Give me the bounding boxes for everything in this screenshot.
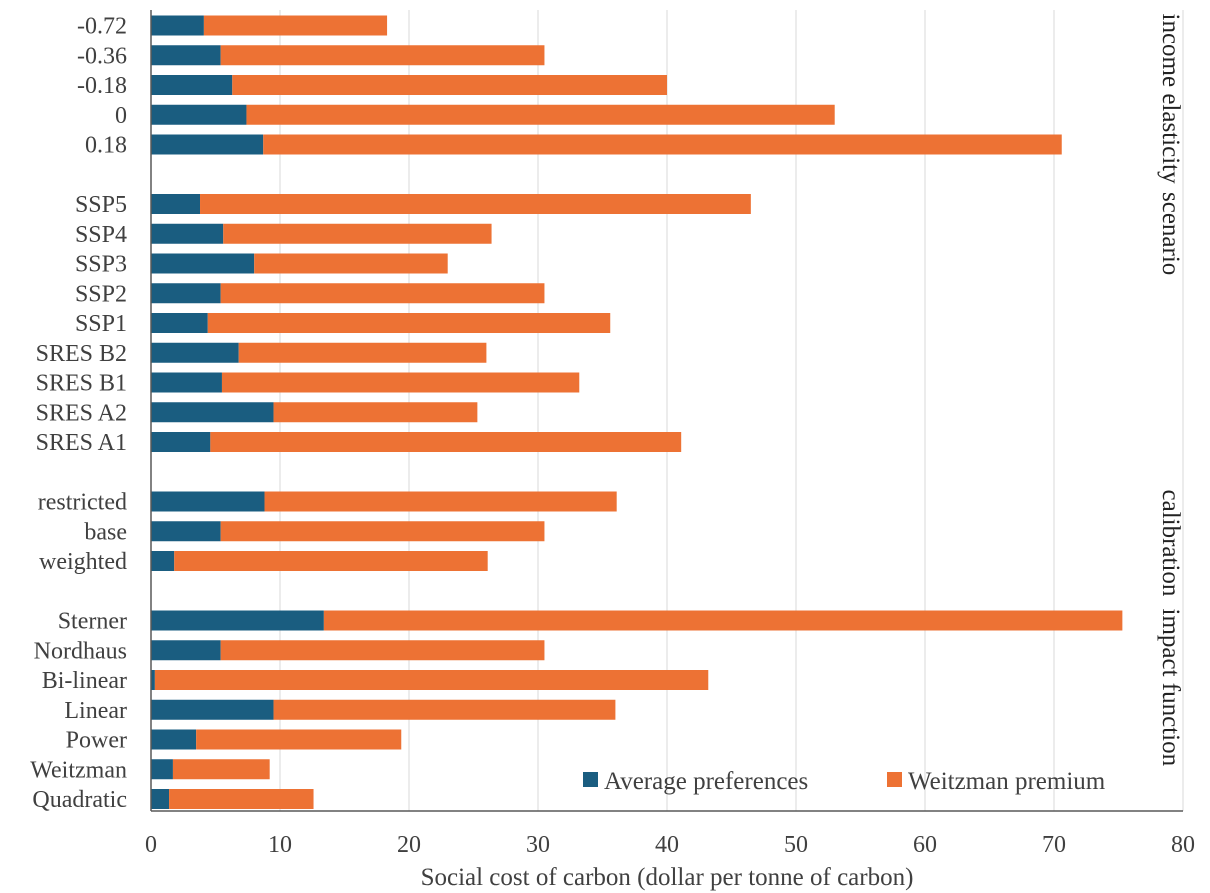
category-label-ssp3: SSP3 — [75, 252, 127, 278]
bar-average-preferences-0-18 — [151, 134, 264, 155]
category-label-ssp5: SSP5 — [75, 192, 127, 218]
bar-weitzman-premium-quadratic — [169, 789, 314, 809]
x-tick-label: 70 — [1042, 832, 1066, 858]
category-label-weitzman: Weitzman — [30, 757, 127, 783]
bar-weitzman-premium-ssp5 — [200, 194, 751, 214]
category-label-bi-linear: Bi-linear — [42, 668, 127, 694]
legend: Average preferences Weitzman premium — [583, 768, 1106, 795]
bar-average-preferences-restricted — [151, 491, 265, 512]
category-label-sres-a1: SRES A1 — [36, 430, 127, 456]
group-label-scenario: scenario — [1157, 192, 1184, 275]
category-label-linear: Linear — [64, 698, 127, 724]
bar-average-preferences-ssp2 — [151, 283, 221, 304]
bar-weitzman-premium-ssp2 — [220, 283, 545, 304]
bar-average-preferences-0-36 — [151, 45, 221, 66]
category-label-power: Power — [66, 728, 127, 754]
x-tick-label: 60 — [913, 832, 937, 858]
bar-average-preferences-0 — [151, 104, 247, 125]
category-label-0: 0 — [115, 103, 127, 129]
bar-average-preferences-ssp5 — [151, 194, 201, 214]
bar-weitzman-premium-weitzman — [172, 759, 270, 780]
bar-average-preferences-sres-b1 — [151, 372, 222, 393]
bar-average-preferences-power — [151, 729, 197, 750]
group-labels: income elasticity scenario calibration impa… — [1157, 14, 1184, 767]
bar-weitzman-premium-sres-a1 — [210, 432, 682, 452]
bar-weitzman-premium-restricted — [264, 491, 617, 512]
category-label-sres-a2: SRES A2 — [36, 400, 127, 426]
bar-average-preferences-ssp1 — [151, 313, 208, 333]
group-label-income-elasticity: income elasticity — [1157, 14, 1184, 185]
bar-average-preferences-quadratic — [151, 789, 170, 809]
category-label-sres-b1: SRES B1 — [36, 371, 127, 397]
bar-average-preferences-linear — [151, 699, 274, 720]
legend-swatch-average-preferences — [583, 772, 598, 787]
category-label-0-36: -0.36 — [77, 43, 127, 69]
bar-weitzman-premium-0 — [246, 104, 835, 125]
x-axis-title: Social cost of carbon (dollar per tonne … — [421, 864, 914, 891]
bar-weitzman-premium-sres-b1 — [221, 372, 580, 393]
category-label-ssp1: SSP1 — [75, 311, 127, 337]
bar-weitzman-premium-sres-b2 — [238, 342, 487, 363]
group-label-impact-function: impact function — [1157, 609, 1184, 767]
bar-average-preferences-ssp3 — [151, 253, 255, 274]
bar-average-preferences-sres-a2 — [151, 402, 274, 423]
legend-label-weitzman-premium: Weitzman premium — [908, 768, 1106, 795]
bar-average-preferences-nordhaus — [151, 640, 221, 661]
category-label-0-18: -0.18 — [77, 73, 127, 99]
bar-average-preferences-ssp4 — [151, 223, 224, 244]
category-label-weighted: weighted — [39, 549, 127, 575]
bar-weitzman-premium-ssp3 — [254, 253, 448, 274]
bar-average-preferences-0-18 — [151, 75, 233, 95]
bar-weitzman-premium-power — [196, 729, 402, 750]
bar-average-preferences-0-72 — [151, 15, 204, 36]
bar-average-preferences-sres-a1 — [151, 432, 211, 452]
bar-weitzman-premium-0-18 — [263, 134, 1062, 155]
bar-weitzman-premium-ssp4 — [223, 223, 492, 244]
bar-weitzman-premium-0-36 — [220, 45, 545, 66]
bar-average-preferences-sterner — [151, 610, 324, 631]
legend-swatch-weitzman-premium — [887, 772, 902, 787]
bar-weitzman-premium-0-18 — [232, 75, 667, 95]
bar-average-preferences-weitzman — [151, 759, 173, 780]
category-label-quadratic: Quadratic — [32, 787, 127, 813]
x-tick-label: 50 — [784, 832, 808, 858]
bars — [151, 15, 1123, 809]
category-label-ssp2: SSP2 — [75, 281, 127, 307]
x-tick-label: 30 — [526, 832, 550, 858]
x-tick-label: 80 — [1171, 832, 1195, 858]
bar-weitzman-premium-weighted — [174, 551, 488, 571]
bar-weitzman-premium-linear — [273, 699, 616, 720]
bar-weitzman-premium-0-72 — [203, 15, 388, 36]
bar-weitzman-premium-base — [220, 521, 545, 542]
category-label-sres-b2: SRES B2 — [36, 341, 127, 367]
category-label-sterner: Sterner — [58, 609, 127, 635]
group-label-calibration: calibration — [1157, 490, 1184, 597]
category-label-ssp4: SSP4 — [75, 222, 127, 248]
x-tick-label: 20 — [397, 832, 421, 858]
bar-weitzman-premium-sterner — [323, 610, 1123, 631]
x-tick-label: 40 — [655, 832, 679, 858]
bar-weitzman-premium-nordhaus — [220, 640, 545, 661]
bar-weitzman-premium-bi-linear — [154, 670, 709, 690]
bar-average-preferences-sres-b2 — [151, 342, 239, 363]
bar-weitzman-premium-sres-a2 — [273, 402, 478, 423]
category-labels: -0.72 -0.36 -0.18 0 0.18 SSP5 SSP4 SSP3 SSP2 SSP1… — [30, 14, 127, 814]
category-label-0-72: -0.72 — [77, 14, 127, 40]
category-label-restricted: restricted — [38, 490, 127, 516]
bar-average-preferences-weighted — [151, 551, 175, 571]
axes: 0 10 20 30 40 50 60 70 80 — [145, 10, 1195, 858]
bar-weitzman-premium-ssp1 — [207, 313, 611, 333]
category-label-nordhaus: Nordhaus — [34, 638, 127, 664]
category-label-0-18: 0.18 — [85, 133, 127, 159]
x-tick-label: 0 — [145, 832, 157, 858]
bar-average-preferences-base — [151, 521, 221, 542]
x-tick-label: 10 — [268, 832, 292, 858]
legend-label-average-preferences: Average preferences — [604, 768, 808, 795]
bar-average-preferences-bi-linear — [151, 670, 155, 690]
category-label-base: base — [84, 519, 127, 545]
